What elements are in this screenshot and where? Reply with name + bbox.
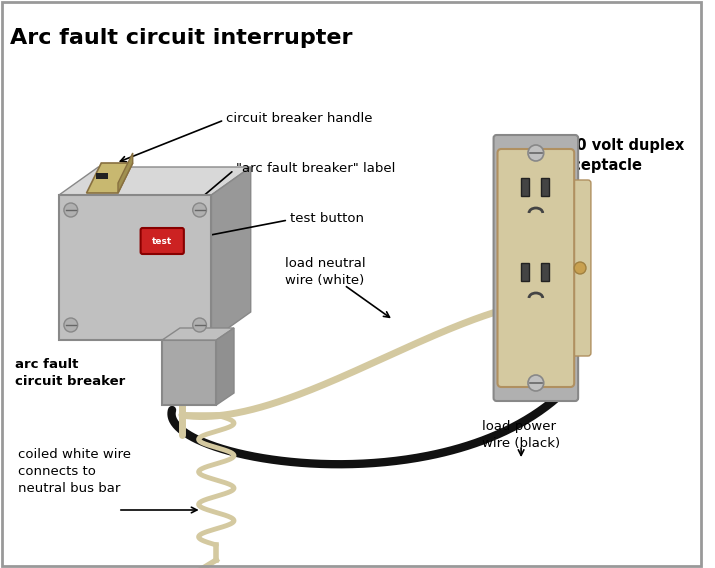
Polygon shape — [59, 167, 251, 195]
Circle shape — [574, 262, 586, 274]
FancyBboxPatch shape — [498, 149, 574, 387]
Text: coiled white wire
connects to
neutral bus bar: coiled white wire connects to neutral bu… — [18, 448, 131, 495]
Polygon shape — [212, 167, 251, 340]
Text: test: test — [152, 236, 172, 245]
FancyBboxPatch shape — [566, 180, 591, 356]
Text: circuit breaker handle: circuit breaker handle — [226, 111, 373, 124]
Bar — [521, 178, 529, 196]
Bar — [521, 263, 529, 281]
Bar — [541, 263, 548, 281]
Bar — [59, 195, 212, 340]
Polygon shape — [217, 328, 234, 405]
Polygon shape — [118, 153, 133, 193]
FancyBboxPatch shape — [493, 135, 578, 401]
Circle shape — [528, 375, 543, 391]
Polygon shape — [87, 163, 133, 193]
Text: Arc fault circuit interrupter: Arc fault circuit interrupter — [10, 28, 352, 48]
FancyBboxPatch shape — [141, 228, 184, 254]
Text: 120 volt duplex
receptacle: 120 volt duplex receptacle — [556, 138, 684, 173]
Bar — [162, 340, 217, 405]
Circle shape — [193, 318, 207, 332]
Circle shape — [64, 203, 78, 217]
Text: load neutral
wire (white): load neutral wire (white) — [285, 257, 366, 287]
Circle shape — [193, 203, 207, 217]
Text: load power
wire (black): load power wire (black) — [482, 420, 560, 450]
Circle shape — [64, 318, 78, 332]
Bar — [541, 178, 548, 196]
Circle shape — [528, 145, 543, 161]
Polygon shape — [162, 328, 234, 340]
Bar — [97, 173, 108, 179]
Text: test button: test button — [290, 211, 364, 224]
Text: "arc fault breaker" label: "arc fault breaker" label — [236, 161, 395, 174]
Text: arc fault
circuit breaker: arc fault circuit breaker — [15, 358, 125, 388]
